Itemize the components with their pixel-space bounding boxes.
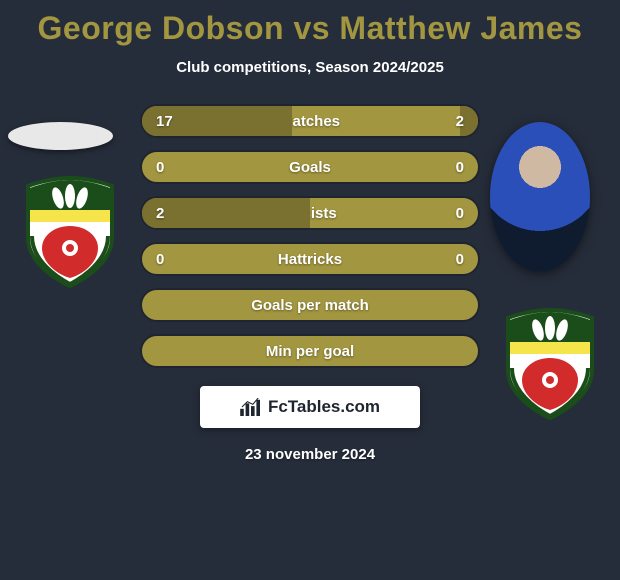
page-subtitle: Club competitions, Season 2024/2025 bbox=[0, 59, 620, 76]
stat-row-assists: 20Assists bbox=[140, 196, 480, 230]
stat-row-min-per-goal: Min per goal bbox=[140, 334, 480, 368]
stat-row-goals: 0 0 Goals bbox=[140, 150, 480, 184]
stats-container: 172Matches00Goals20Assists00HattricksGoa… bbox=[0, 104, 620, 368]
fctables-attribution: FcTables.com bbox=[200, 386, 420, 428]
stat-value-p2: 0 bbox=[442, 244, 478, 274]
stat-value-p2: 2 bbox=[442, 106, 478, 136]
stat-value-p1: 17 bbox=[142, 106, 187, 136]
stat-value-p1: 0 bbox=[142, 244, 178, 274]
stat-value-p2: 0 bbox=[442, 152, 478, 182]
snapshot-date: 23 november 2024 bbox=[0, 446, 620, 463]
stat-row-goals-per-match: Goals per match bbox=[140, 288, 480, 322]
stat-value-p1: 2 bbox=[142, 198, 178, 228]
stat-label: Goals per match bbox=[251, 297, 369, 314]
page-title: George Dobson vs Matthew James bbox=[0, 0, 620, 47]
fctables-label: FcTables.com bbox=[268, 397, 380, 417]
stat-label: Goals bbox=[289, 159, 331, 176]
stat-value-p1: 0 bbox=[142, 152, 178, 182]
stat-row-hattricks: 0 0 Hattricks bbox=[140, 242, 480, 276]
stat-row-matches: 172Matches bbox=[140, 104, 480, 138]
stat-label: Hattricks bbox=[278, 251, 342, 268]
stat-label: Min per goal bbox=[266, 343, 354, 360]
stat-value-p2: 0 bbox=[442, 198, 478, 228]
chart-icon bbox=[240, 398, 262, 416]
